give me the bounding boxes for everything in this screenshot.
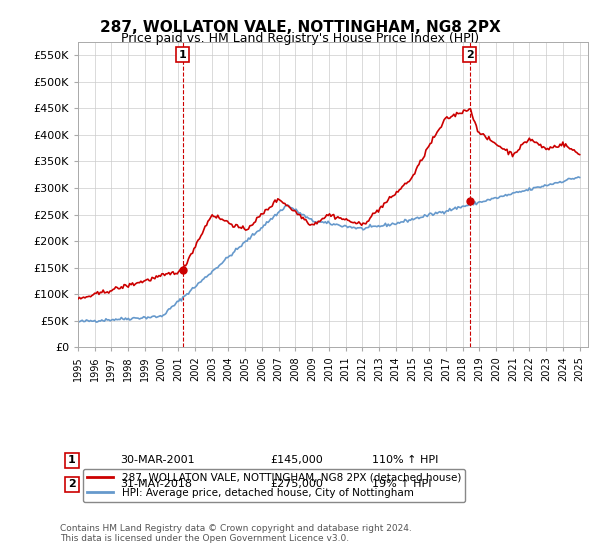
- Text: 1: 1: [68, 455, 76, 465]
- Text: 287, WOLLATON VALE, NOTTINGHAM, NG8 2PX: 287, WOLLATON VALE, NOTTINGHAM, NG8 2PX: [100, 20, 500, 35]
- Text: £145,000: £145,000: [270, 455, 323, 465]
- Text: 110% ↑ HPI: 110% ↑ HPI: [372, 455, 439, 465]
- Text: 2: 2: [466, 50, 473, 59]
- Text: 30-MAR-2001: 30-MAR-2001: [120, 455, 194, 465]
- Text: £275,000: £275,000: [270, 479, 323, 489]
- Legend: 287, WOLLATON VALE, NOTTINGHAM, NG8 2PX (detached house), HPI: Average price, de: 287, WOLLATON VALE, NOTTINGHAM, NG8 2PX …: [83, 469, 465, 502]
- Text: Contains HM Land Registry data © Crown copyright and database right 2024.
This d: Contains HM Land Registry data © Crown c…: [60, 524, 412, 543]
- Text: 2: 2: [68, 479, 76, 489]
- Text: 1: 1: [179, 50, 187, 59]
- Text: Price paid vs. HM Land Registry's House Price Index (HPI): Price paid vs. HM Land Registry's House …: [121, 32, 479, 45]
- Text: 19% ↑ HPI: 19% ↑ HPI: [372, 479, 431, 489]
- Text: 31-MAY-2018: 31-MAY-2018: [120, 479, 192, 489]
